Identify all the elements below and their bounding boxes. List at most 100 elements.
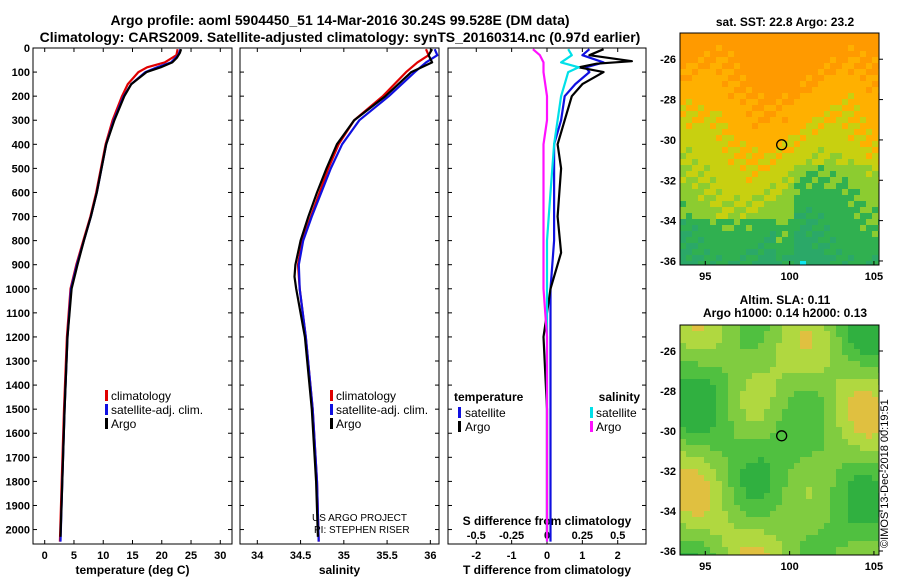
legend-label: Argo xyxy=(336,417,362,431)
y-tick-label: 600 xyxy=(12,187,30,199)
title-line-1: Argo profile: aoml 5904450_51 14-Mar-201… xyxy=(110,12,570,28)
y-tick-label: 1300 xyxy=(6,356,30,368)
x-tick-label: 25 xyxy=(185,550,197,562)
legend-swatch-argo xyxy=(105,418,108,429)
x-tick-label: 35 xyxy=(338,550,350,562)
x-tick-label: 5 xyxy=(71,550,77,562)
x-tick-label: -1 xyxy=(507,550,517,562)
legend-swatch-climatology xyxy=(330,390,333,401)
x-tick-label: 34 xyxy=(251,550,264,562)
legend-swatch-s-satellite xyxy=(590,407,593,418)
legend-label: satellite xyxy=(465,406,506,420)
legend-label: Argo xyxy=(111,417,137,431)
x-tick-label: 0 xyxy=(544,550,550,562)
y-tick-label: 800 xyxy=(12,236,30,248)
y-tick-label: 400 xyxy=(12,139,30,151)
legend-label: satellite-adj. clim. xyxy=(111,403,203,417)
y-tick-label: 1000 xyxy=(6,284,30,296)
y-tick-label: 1600 xyxy=(6,428,30,440)
legend-label: satellite xyxy=(596,406,637,420)
s-diff-tick-label: 0.25 xyxy=(572,530,593,542)
y-tick-label: 1200 xyxy=(6,332,30,344)
y-tick-label: 500 xyxy=(12,163,30,175)
y-tick-label: 1800 xyxy=(6,476,30,488)
map-lat-label: -30 xyxy=(660,135,676,147)
y-tick-label: 1100 xyxy=(6,308,30,320)
title-line-2: Climatology: CARS2009. Satellite-adjuste… xyxy=(39,29,641,45)
sst-map-frame xyxy=(679,32,880,266)
x-tick-label: 15 xyxy=(126,550,138,562)
map-lat-label: -28 xyxy=(660,386,676,398)
y-tick-label: 100 xyxy=(12,67,30,79)
map-lon-label: 105 xyxy=(865,271,883,283)
y-tick-label: 700 xyxy=(12,212,30,224)
x-axis-label: salinity xyxy=(319,563,361,577)
x-tick-label: 0 xyxy=(42,550,48,562)
imos-watermark: ©IMOS 13-Dec-2018 00:19:51 xyxy=(879,399,891,548)
series-line-t-argo xyxy=(542,48,634,537)
y-tick-label: 200 xyxy=(12,91,30,103)
sla-map xyxy=(680,325,879,555)
sla-map-title-1: Altim. SLA: 0.11 xyxy=(739,293,831,307)
plot-frame-temperature-profile xyxy=(32,47,233,545)
map-lat-label: -34 xyxy=(660,506,677,518)
map-lon-label: 95 xyxy=(699,561,711,573)
sst-map xyxy=(680,33,879,265)
map-lat-label: -26 xyxy=(660,54,676,66)
map-lat-label: -28 xyxy=(660,95,676,107)
legend-title-temperature: temperature xyxy=(454,390,524,404)
x-tick-label: -2 xyxy=(471,550,481,562)
series-line-s-argo xyxy=(532,48,549,542)
map-lat-label: -26 xyxy=(660,346,676,358)
plot-frame-salinity-profile xyxy=(239,47,440,545)
map-lat-label: -30 xyxy=(660,426,676,438)
x-tick-label: 1 xyxy=(579,550,585,562)
x-tick-label: 20 xyxy=(156,550,168,562)
map-lon-label: 105 xyxy=(865,561,883,573)
x-tick-label: 34.5 xyxy=(290,550,311,562)
x-axis-label: T difference from climatology xyxy=(463,563,631,577)
series-line-argo xyxy=(59,48,183,537)
s-diff-tick-label: -0.5 xyxy=(467,530,486,542)
x-tick-label: 2 xyxy=(615,550,621,562)
legend-swatch-satellite-adj-clim- xyxy=(330,404,333,415)
series-line-argo xyxy=(293,48,434,537)
x-tick-label: 30 xyxy=(214,550,226,562)
y-tick-label: 0 xyxy=(24,43,30,55)
legend-swatch-t-satellite xyxy=(458,407,461,418)
x-axis-label: temperature (deg C) xyxy=(75,563,189,577)
map-lat-label: -32 xyxy=(660,175,676,187)
legend-title-salinity: salinity xyxy=(599,390,641,404)
y-tick-label: 2000 xyxy=(6,525,30,537)
y-tick-label: 900 xyxy=(12,260,30,272)
legend-label: satellite-adj. clim. xyxy=(336,403,428,417)
legend-swatch-climatology xyxy=(105,390,108,401)
map-lat-label: -32 xyxy=(660,466,676,478)
credit-project: US ARGO PROJECT xyxy=(312,513,407,524)
legend-label: Argo xyxy=(596,420,622,434)
y-tick-label: 1500 xyxy=(6,404,30,416)
y-tick-label: 300 xyxy=(12,115,30,127)
map-lon-label: 100 xyxy=(780,561,798,573)
legend-swatch-t-argo xyxy=(458,421,461,432)
s-diff-tick-label: -0.25 xyxy=(499,530,524,542)
y-tick-label: 1700 xyxy=(6,452,30,464)
map-lat-label: -34 xyxy=(660,216,677,228)
x-tick-label: 35.5 xyxy=(376,550,397,562)
legend-label: Argo xyxy=(465,420,491,434)
credit-pi: PI: STEPHEN RISER xyxy=(314,525,410,536)
legend-swatch-s-argo xyxy=(590,421,593,432)
sst-map-title: sat. SST: 22.8 Argo: 23.2 xyxy=(715,15,855,29)
map-lat-label: -36 xyxy=(660,546,676,558)
legend-label: climatology xyxy=(111,389,171,403)
map-lon-label: 95 xyxy=(699,271,711,283)
series-line-s-satellite xyxy=(545,48,580,542)
float-position-marker xyxy=(776,430,788,442)
y-tick-label: 1900 xyxy=(6,500,30,512)
map-lat-label: -36 xyxy=(660,256,676,268)
x-tick-label: 10 xyxy=(97,550,109,562)
legend-swatch-argo xyxy=(330,418,333,429)
float-position-marker xyxy=(776,139,788,151)
legend-swatch-satellite-adj-clim- xyxy=(105,404,108,415)
